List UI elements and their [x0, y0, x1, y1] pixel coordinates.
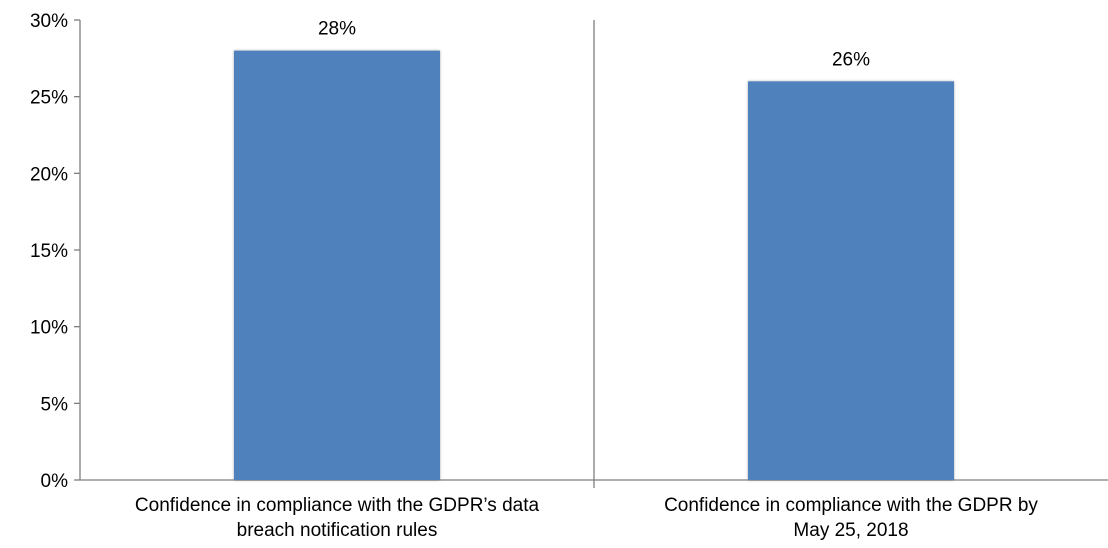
data-label: 28%: [318, 19, 356, 40]
y-tick-label: 30%: [30, 11, 68, 32]
category-label: May 25, 2018: [793, 520, 908, 541]
bar: [748, 81, 954, 480]
bars: [234, 50, 954, 481]
data-label: 26%: [832, 49, 870, 70]
bar: [234, 50, 440, 481]
category-label: Confidence in compliance with the GDPR b…: [664, 495, 1038, 516]
y-tick-label: 20%: [30, 164, 68, 185]
y-tick-label: 25%: [30, 88, 68, 109]
labels: 0% 5% 10% 15% 20% 25% 30% 28% Confidence in comp…: [30, 11, 1038, 541]
y-tick-label: 10%: [30, 318, 68, 339]
category-label: breach notification rules: [237, 520, 438, 541]
y-tick-label: 0%: [41, 471, 69, 492]
category-label: Confidence in compliance with the GDPR’s…: [135, 495, 540, 516]
y-tick-label: 15%: [30, 241, 68, 262]
y-tick-label: 5%: [41, 394, 69, 415]
